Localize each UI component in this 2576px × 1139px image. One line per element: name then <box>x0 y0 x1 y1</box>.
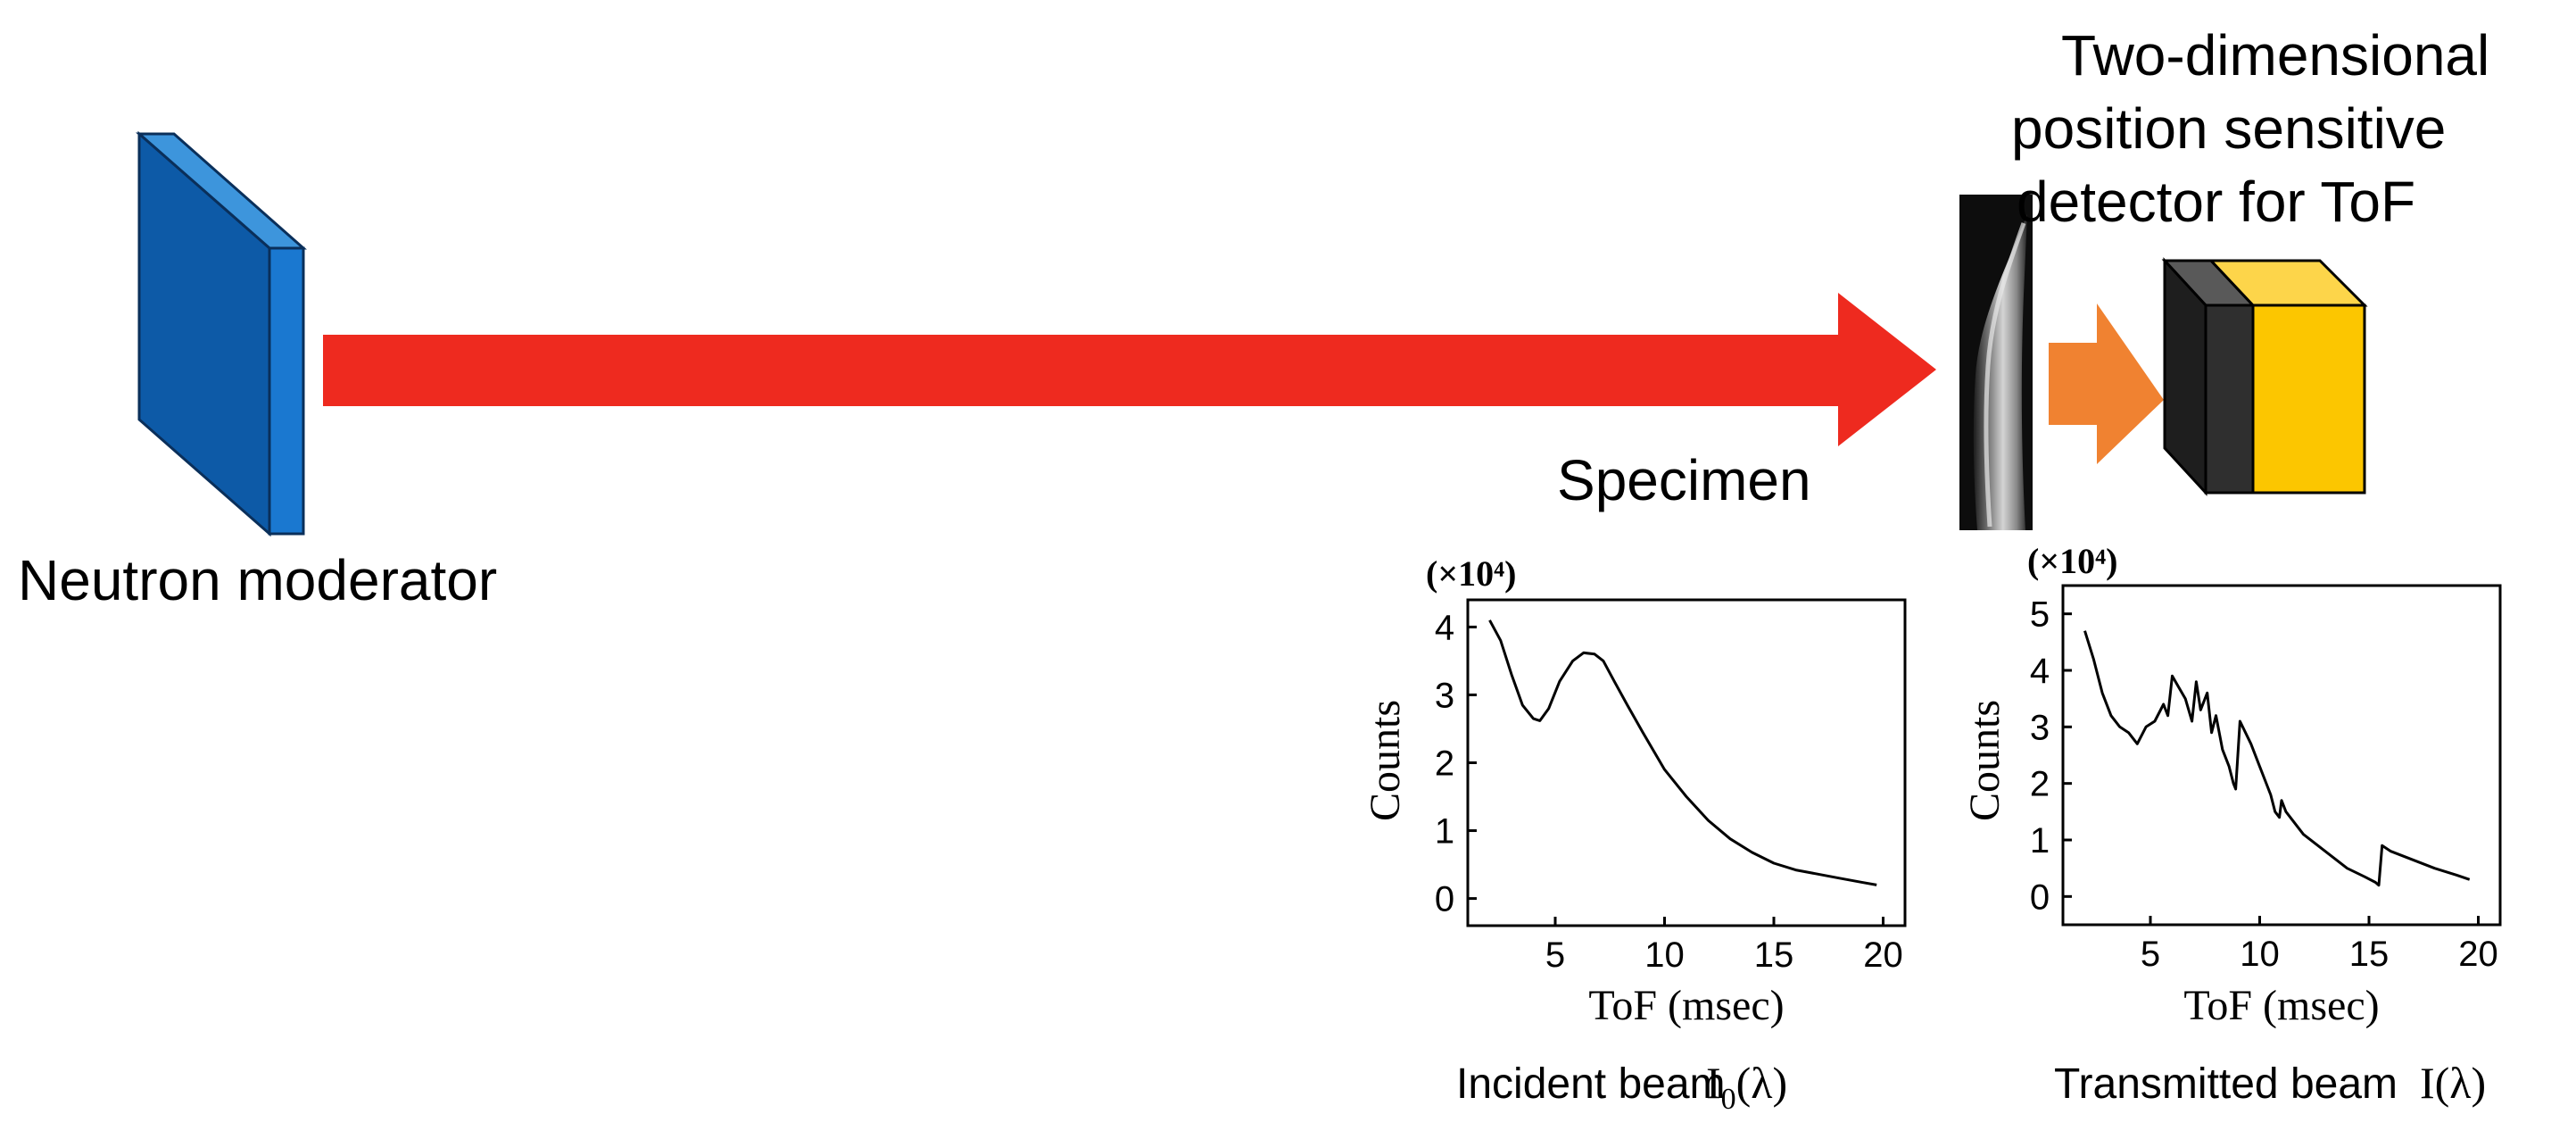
transmitted-ylabel: Counts <box>1961 700 2009 821</box>
incident-multiplier: (×10⁴) <box>1426 553 1516 594</box>
incident-xtick-label: 20 <box>1863 935 1903 975</box>
transmitted-xticks: 5 10 15 20 <box>2141 916 2498 974</box>
transmitted-xtick-label: 15 <box>2349 935 2390 974</box>
incident-xlabel: ToF (msec) <box>1588 982 1784 1029</box>
incident-chart: (×10⁴) Counts 0 1 2 3 4 5 10 15 20 ToF (msec) I… <box>1362 553 1907 1116</box>
incident-ytick-label: 0 <box>1435 880 1454 919</box>
transmitted-caption: Transmitted beam <box>2054 1060 2398 1108</box>
incident-xtick-label: 5 <box>1545 935 1565 975</box>
specimen-label: Specimen <box>1557 448 1811 512</box>
transmitted-xtick-label: 10 <box>2240 935 2280 974</box>
moderator-front-face <box>268 246 305 536</box>
incident-yticks: 0 1 2 3 4 <box>1435 608 1477 919</box>
incident-symbol: I0(λ) <box>1706 1058 1787 1116</box>
detector-label-line1: Two-dimensional <box>2061 23 2489 87</box>
detector-dark-front <box>2204 303 2255 495</box>
detector-label-line3: detector for ToF <box>2017 170 2415 234</box>
incident-ytick-label: 3 <box>1435 676 1454 715</box>
incident-plot-frame <box>1466 598 1907 927</box>
transmitted-symbol-main: I <box>2420 1058 2435 1108</box>
incident-xtick-label: 10 <box>1644 935 1685 975</box>
moderator-label: Neutron moderator <box>18 548 497 612</box>
transmitted-ytick-label: 2 <box>2030 765 2050 804</box>
transmitted-symbol: I(λ) <box>2420 1058 2486 1108</box>
incident-xtick-label: 15 <box>1754 935 1794 975</box>
transmitted-ytick-label: 1 <box>2030 821 2050 860</box>
moderator-block-icon <box>136 130 307 537</box>
transmitted-yticks: 0 1 2 3 4 5 <box>2030 595 2072 917</box>
incident-symbol-main: I <box>1706 1058 1721 1108</box>
transmitted-plot-frame <box>2061 584 2502 927</box>
transmitted-ytick-label: 4 <box>2030 652 2050 691</box>
incident-xticks: 5 10 15 20 <box>1545 917 1903 975</box>
transmitted-ytick-label: 0 <box>2030 877 2050 917</box>
transmitted-xtick-label: 20 <box>2458 935 2498 974</box>
transmitted-ytick-label: 5 <box>2030 595 2050 635</box>
moderator-left-face <box>137 130 271 537</box>
incident-series <box>1488 619 1877 886</box>
detector-label-line2: position sensitive <box>2011 96 2446 161</box>
detector-yellow-front <box>2251 303 2366 495</box>
incident-symbol-arg: (λ) <box>1736 1058 1788 1108</box>
transmitted-series-line <box>2083 630 2471 887</box>
incident-ytick-label: 1 <box>1435 812 1454 852</box>
transmitted-xlabel: ToF (msec) <box>2183 982 2379 1029</box>
transmitted-ytick-label: 3 <box>2030 708 2050 747</box>
transmitted-multiplier: (×10⁴) <box>2027 541 2117 581</box>
incident-symbol-sub: 0 <box>1721 1083 1736 1116</box>
incident-series-line <box>1488 619 1877 886</box>
detector-box-icon <box>2161 257 2368 496</box>
specimen-radiograph-icon <box>1959 195 2033 530</box>
incident-ylabel: Counts <box>1362 700 1409 821</box>
transmitted-arrow <box>2049 303 2164 464</box>
transmitted-xtick-label: 5 <box>2141 935 2160 974</box>
beam-arrow <box>323 293 1936 446</box>
transmitted-series <box>2083 630 2471 887</box>
incident-caption: Incident beam <box>1456 1060 1726 1108</box>
incident-ytick-label: 4 <box>1435 608 1454 647</box>
detector-label: Two-dimensional position sensitive detec… <box>2011 23 2506 234</box>
transmitted-symbol-arg: (λ) <box>2435 1058 2487 1108</box>
specimen-edge-highlight <box>1984 222 2026 528</box>
incident-ytick-label: 2 <box>1435 744 1454 784</box>
